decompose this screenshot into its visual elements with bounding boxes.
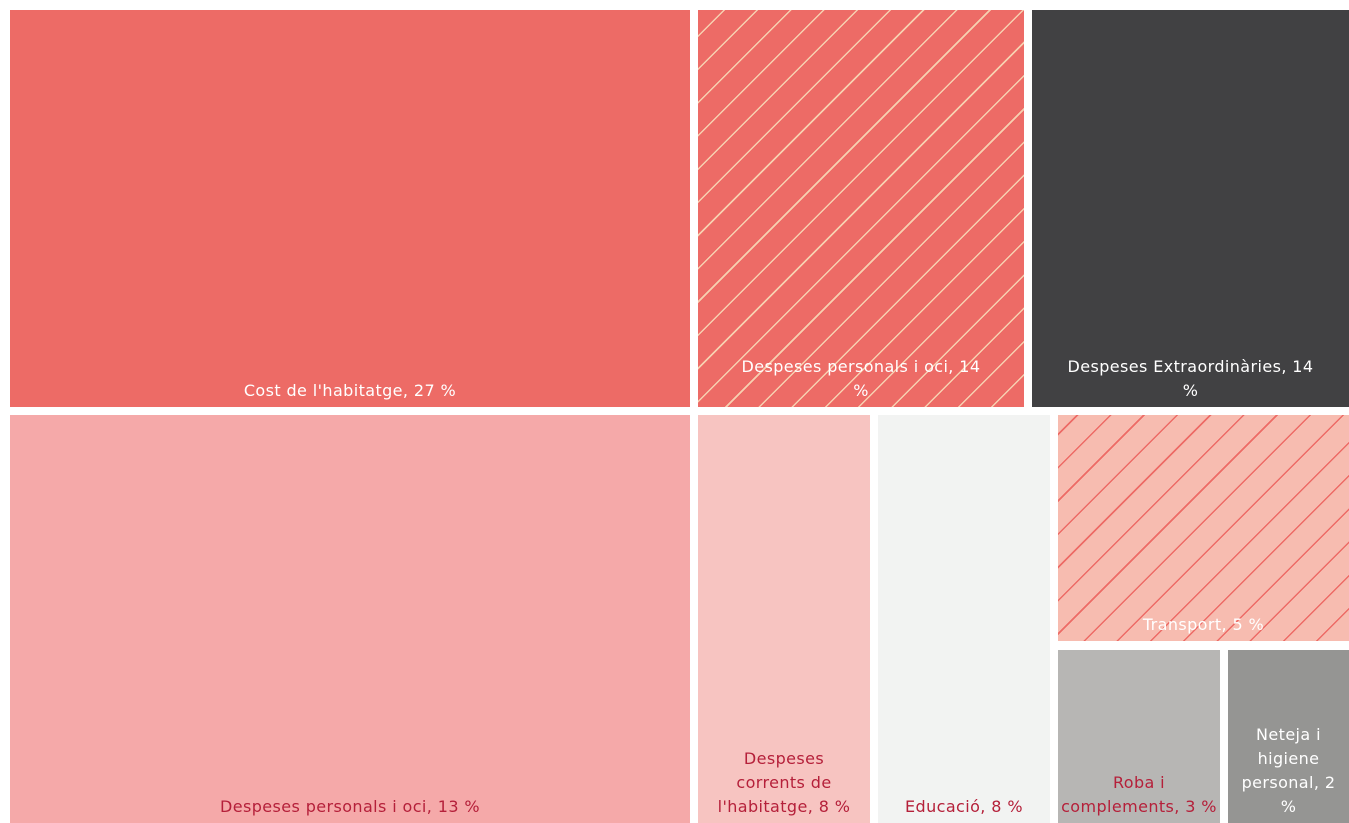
treemap-cell: Despeses Extraordinàries, 14 % xyxy=(1032,10,1349,407)
cell-label: Transport, 5 % xyxy=(1142,615,1265,634)
cell-label: Neteja i higiene personal, 2 % xyxy=(1241,725,1336,816)
treemap-cell: Neteja i higiene personal, 2 % xyxy=(1228,650,1349,823)
cell-label: Educació, 8 % xyxy=(905,797,1023,816)
treemap-cell: Educació, 8 % xyxy=(878,415,1050,823)
treemap-cell: Despeses personals i oci, 14 % xyxy=(698,10,1024,407)
treemap-cell: Roba i complements, 3 % xyxy=(1058,650,1220,823)
treemap-cell: Transport, 5 % xyxy=(1058,415,1349,641)
treemap-cell: Despeses corrents de l'habitatge, 8 % xyxy=(698,415,870,823)
cell-label: Cost de l'habitatge, 27 % xyxy=(243,381,457,400)
cell-label: Roba i complements, 3 % xyxy=(1061,773,1217,816)
cell-label: Despeses corrents de l'habitatge, 8 % xyxy=(717,749,851,816)
cell-label: Despeses Extraordinàries, 14 % xyxy=(1067,357,1314,400)
cell-label: Despeses personals i oci, 13 % xyxy=(220,797,480,816)
treemap-cell: Cost de l'habitatge, 27 % xyxy=(10,10,690,407)
treemap-cell: Despeses personals i oci, 13 % xyxy=(10,415,690,823)
cell-label: Despeses personals i oci, 14 % xyxy=(741,357,981,400)
